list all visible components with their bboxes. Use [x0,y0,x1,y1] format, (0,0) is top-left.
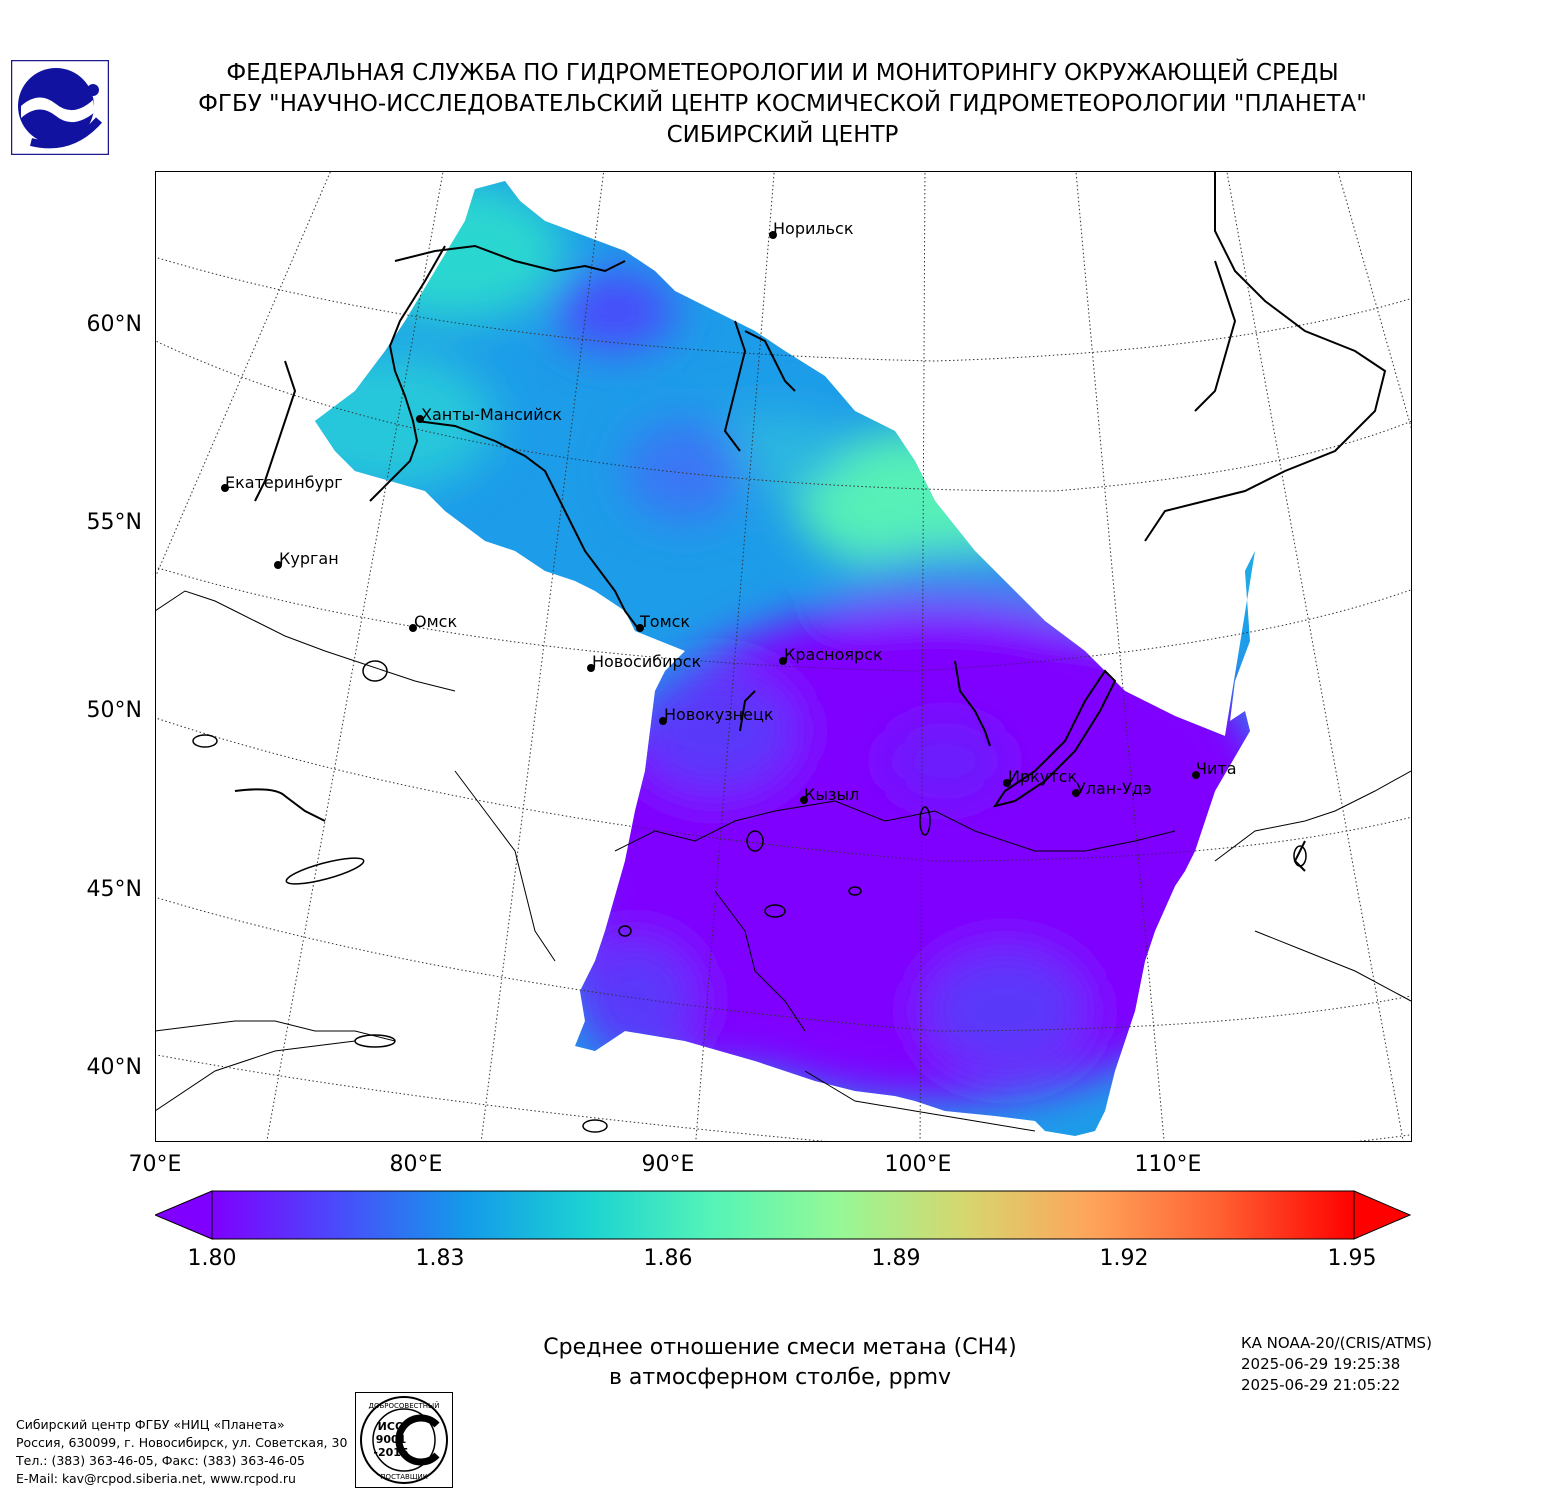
city-dot [416,415,424,423]
city-label: Новокузнецк [664,705,774,724]
satellite-start-time: 2025-06-29 19:25:38 [1241,1355,1401,1373]
lon-label: 100°E [884,1152,952,1177]
header-institute: ФГБУ "НАУЧНО-ИССЛЕДОВАТЕЛЬСКИЙ ЦЕНТР КОС… [198,91,1367,117]
lat-label: 50°N [86,698,142,723]
header-agency: ФЕДЕРАЛЬНАЯ СЛУЖБА ПО ГИДРОМЕТЕОРОЛОГИИ … [226,60,1339,86]
city-dot [769,231,777,239]
lon-label: 80°E [389,1152,443,1177]
city-dot [274,561,282,569]
city-label: Норильск [773,219,854,238]
iso-stamp-mid2: 9001 [376,1433,407,1446]
city-label: Иркутск [1008,767,1078,786]
city-label: Омск [414,612,458,631]
lat-label: 40°N [86,1055,142,1080]
lat-label: 60°N [86,312,142,337]
iso-stamp-bottom: ПОСТАВЩИК [380,1473,427,1481]
city-label: Екатеринбург [225,473,343,492]
iso-stamp-top: ДОБРОСОВЕСТНЫЙ [369,1401,440,1410]
colorbar-tick: 1.80 [187,1246,237,1271]
contact-email: E-Mail: kav@rcpod.siberia.net, www.rcpod… [16,1471,296,1486]
colorbar-tick: 1.86 [643,1246,693,1271]
city-label: Курган [279,549,339,568]
city-label: Томск [640,612,691,631]
city-label: Чита [1196,759,1237,778]
city-label: Кызыл [804,785,860,804]
caption-line1: Среднее отношение смеси метана (CH4) [543,1335,1017,1360]
lon-label: 110°E [1134,1152,1202,1177]
city-dot [636,624,644,632]
lon-label: 70°E [128,1152,182,1177]
city-label: Ханты-Мансийск [421,405,563,424]
map-frame [155,171,1412,1142]
header-center: СИБИРСКИЙ ЦЕНТР [666,122,899,148]
city-dot [409,624,417,632]
city-dot [1072,789,1080,797]
city-dot [659,717,667,725]
colorbar-tick: 1.92 [1099,1246,1149,1271]
planeta-logo [10,59,110,156]
lat-label: 45°N [86,877,142,902]
colorbar-tick: 1.95 [1327,1246,1377,1271]
satellite-name: КА NOAA-20/(CRIS/ATMS) [1241,1334,1432,1352]
caption-line2: в атмосферном столбе, ppmv [608,1365,952,1390]
iso-stamp-icon: ДОБРОСОВЕСТНЫЙ ИСО 9001 -2015 ПОСТАВЩИК [355,1392,453,1488]
contact-address: Россия, 630099, г. Новосибирск, ул. Сове… [16,1435,348,1450]
satellite-end-time: 2025-06-29 21:05:22 [1241,1376,1401,1394]
colorbar-tick: 1.83 [415,1246,465,1271]
colorbar-tick: 1.89 [871,1246,921,1271]
city-dot [1003,779,1011,787]
colorbar [153,1190,1412,1240]
city-label: Улан-Удэ [1076,779,1152,798]
iso-stamp-mid3: -2015 [373,1446,408,1459]
city-label: Новосибирск [592,652,702,671]
ch4-map: Норильск Ханты-Мансийск Екатеринбург Кур… [155,171,1411,1141]
city-dot [779,657,787,665]
contact-org: Сибирский центр ФГБУ «НИЦ «Планета» [16,1417,285,1432]
lon-label: 90°E [641,1152,695,1177]
city-dot [221,484,229,492]
city-dot [587,664,595,672]
contact-phone: Тел.: (383) 363-46-05, Факс: (383) 363-4… [16,1453,306,1468]
city-dot [800,796,808,804]
iso-stamp-mid1: ИСО [378,1420,405,1433]
city-dot [1192,771,1200,779]
city-label: Красноярск [784,645,883,664]
lat-label: 55°N [86,510,142,535]
